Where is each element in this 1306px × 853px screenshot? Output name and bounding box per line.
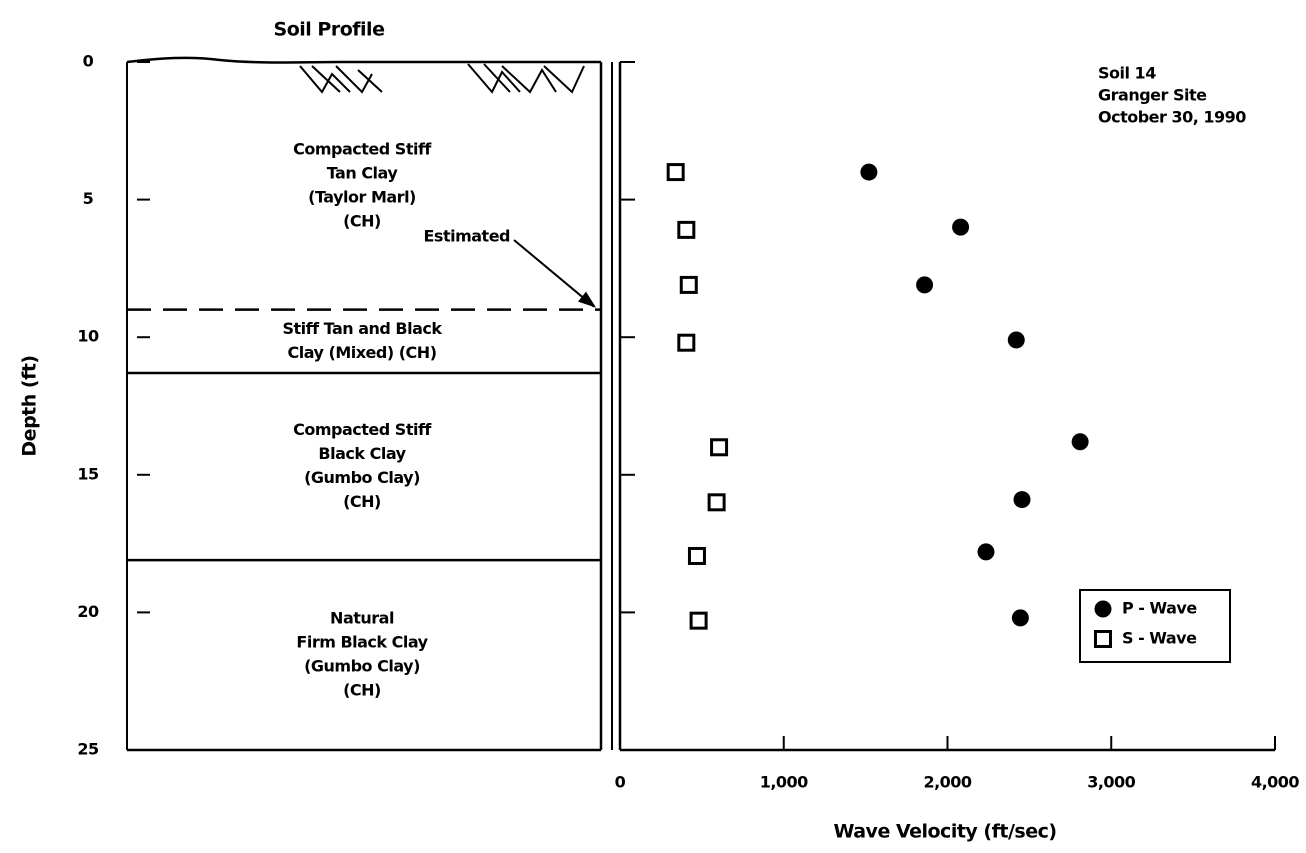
point (1013, 491, 1031, 509)
point (707, 493, 726, 512)
ground-surface (126, 56, 601, 64)
y-tick-label: 0 (83, 52, 94, 71)
legend-label: P - Wave (1122, 599, 1197, 618)
point (1007, 331, 1025, 349)
y-tick-label: 10 (77, 327, 99, 346)
point (860, 163, 878, 181)
point (977, 543, 995, 561)
layer-label: (CH) (343, 492, 381, 511)
layer-label: Natural (330, 609, 394, 628)
layer-label: Compacted Stiff (293, 139, 432, 158)
layer-label: (Gumbo Clay) (304, 468, 420, 487)
layer-label: Firm Black Clay (296, 633, 428, 652)
legend-label: S - Wave (1122, 629, 1197, 648)
layer-label: (CH) (343, 211, 381, 230)
layer-label: Compacted Stiff (293, 420, 432, 439)
annotation: Granger Site (1098, 86, 1207, 105)
x-tick-label: 4,000 (1251, 773, 1299, 792)
x-tick-label: 0 (615, 773, 626, 792)
annotation: October 30, 1990 (1098, 108, 1246, 127)
layer-label: (Taylor Marl) (308, 187, 416, 206)
point (677, 333, 696, 352)
layer-label: Stiff Tan and Black (282, 319, 442, 338)
note-arrowhead (578, 291, 596, 308)
y-tick-label: 20 (77, 602, 99, 621)
point (1071, 433, 1089, 451)
y-axis-label: Depth (ft) (19, 355, 41, 456)
point (952, 218, 970, 236)
layer-label: (CH) (343, 681, 381, 700)
layer-label: (Gumbo Clay) (304, 657, 420, 676)
point (916, 276, 934, 294)
x-tick-label: 2,000 (923, 773, 971, 792)
ground-hatch (299, 63, 585, 94)
layer-label: Black Clay (318, 444, 406, 463)
layer-label: Clay (Mixed) (CH) (287, 343, 436, 362)
x-tick-label: 1,000 (760, 773, 808, 792)
point (679, 275, 698, 294)
note-arrow (513, 239, 595, 308)
point (689, 611, 708, 630)
point (666, 163, 685, 182)
profile-title: Soil Profile (274, 19, 385, 41)
y-tick-label: 25 (77, 740, 99, 759)
point (710, 438, 729, 457)
point (687, 546, 706, 565)
y-tick-label: 15 (77, 464, 99, 483)
point (1011, 609, 1029, 627)
boundary-note: Estimated (423, 227, 510, 246)
y-tick-label: 5 (83, 189, 94, 208)
annotation: Soil 14 (1098, 64, 1156, 83)
x-tick-label: 3,000 (1087, 773, 1135, 792)
x-axis-label: Wave Velocity (ft/sec) (833, 821, 1056, 843)
legend-marker (1094, 630, 1112, 648)
legend-marker (1094, 600, 1112, 618)
layer-label: Tan Clay (327, 163, 399, 182)
point (677, 220, 696, 239)
